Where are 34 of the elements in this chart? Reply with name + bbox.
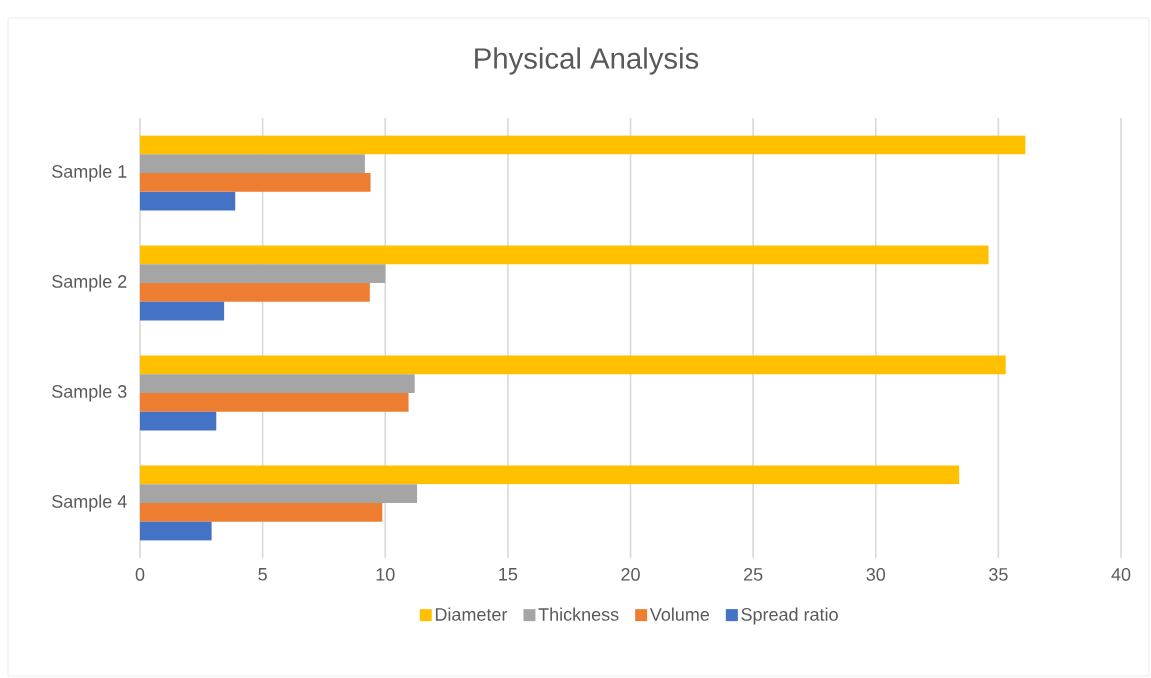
- bar: [140, 521, 212, 541]
- bar: [140, 154, 365, 173]
- x-tick-label: 10: [376, 568, 395, 581]
- bar: [140, 465, 960, 485]
- y-tick-label: Sample 4: [52, 494, 127, 512]
- x-tick-label: 5: [258, 568, 267, 581]
- bar: [140, 135, 1026, 155]
- y-tick-label: Sample 1: [52, 164, 127, 182]
- bar: [140, 503, 383, 522]
- legend-label: Diameter: [435, 607, 508, 621]
- legend-label: Spread ratio: [741, 607, 838, 625]
- x-tick-label: 40: [1111, 568, 1131, 581]
- bar: [140, 355, 1006, 375]
- bar: [140, 393, 409, 412]
- bar: [140, 374, 415, 393]
- bar: [140, 264, 386, 283]
- bar: [140, 411, 217, 431]
- y-tick-label: Sample 3: [52, 384, 127, 402]
- bar: [140, 484, 418, 503]
- bar: [140, 283, 370, 302]
- bar: [140, 301, 225, 321]
- x-tick-label: 15: [499, 568, 518, 581]
- x-tick-label: 0: [135, 568, 145, 581]
- x-tick-label: 30: [866, 568, 886, 581]
- bar: [140, 191, 236, 211]
- x-tick-label: 25: [744, 568, 763, 581]
- bar: [140, 245, 989, 265]
- x-tick-label: 35: [989, 568, 1008, 581]
- chart-title: Physical Analysis: [475, 47, 699, 75]
- legend-label: Thickness: [538, 607, 619, 621]
- legend-label: Volume: [649, 607, 710, 621]
- x-tick-label: 20: [621, 568, 640, 581]
- y-tick-label: Sample 2: [52, 274, 127, 292]
- bar: [140, 173, 371, 192]
